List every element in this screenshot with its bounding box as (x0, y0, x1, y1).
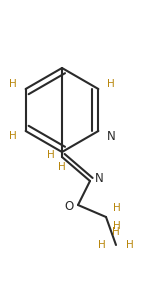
Text: H: H (126, 240, 134, 250)
Text: H: H (112, 227, 120, 237)
Text: H: H (113, 221, 121, 231)
Text: H: H (58, 162, 66, 172)
Text: N: N (107, 130, 116, 142)
Text: H: H (47, 150, 55, 160)
Text: O: O (65, 199, 74, 213)
Text: N: N (95, 173, 104, 185)
Text: H: H (9, 131, 17, 141)
Text: H: H (113, 203, 121, 213)
Text: H: H (9, 79, 17, 89)
Text: H: H (107, 79, 115, 89)
Text: H: H (98, 240, 106, 250)
